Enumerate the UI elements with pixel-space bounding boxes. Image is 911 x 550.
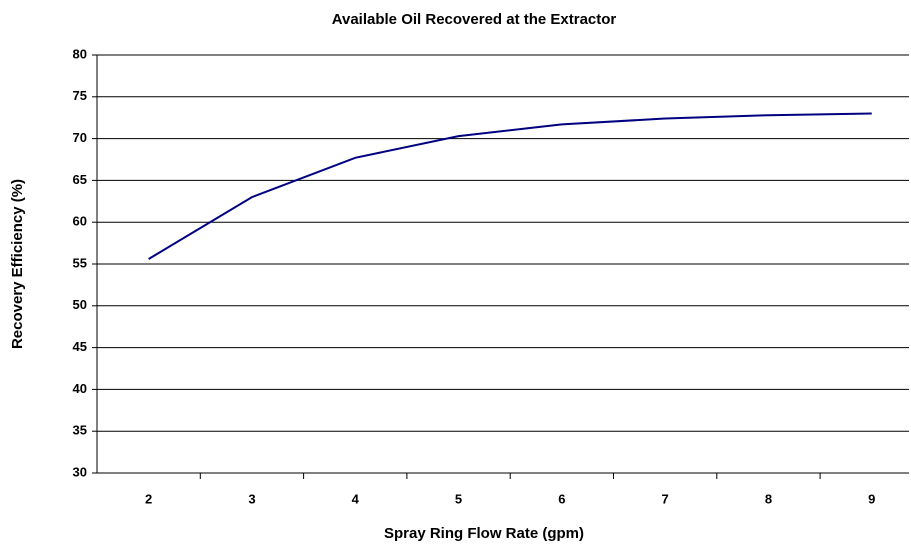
y-tick-label: 80	[73, 46, 87, 61]
y-tick-label: 30	[73, 464, 87, 479]
y-tick-label: 45	[73, 339, 87, 354]
y-tick-label: 60	[73, 214, 87, 229]
y-tick-label: 50	[73, 297, 87, 312]
x-axis-title: Spray Ring Flow Rate (gpm)	[384, 525, 584, 542]
y-tick-label: 40	[73, 381, 87, 396]
y-tick-label: 55	[73, 255, 87, 270]
x-tick-label: 8	[765, 491, 772, 506]
x-tick-label: 4	[352, 491, 360, 506]
y-tick-label: 70	[73, 130, 87, 145]
y-tick-label: 35	[73, 423, 87, 438]
chart-title: Available Oil Recovered at the Extractor	[332, 11, 617, 28]
x-tick-label: 2	[145, 491, 152, 506]
data-line	[148, 112, 872, 260]
y-tick-label: 75	[73, 88, 87, 103]
x-tick-label: 5	[455, 491, 462, 506]
x-tick-label: 3	[248, 491, 255, 506]
x-tick-label: 7	[662, 491, 669, 506]
x-tick-label: 9	[868, 491, 875, 506]
y-axis-title: Recovery Efficiency (%)	[9, 179, 26, 349]
x-tick-label: 6	[558, 491, 565, 506]
y-tick-label: 65	[73, 172, 87, 187]
